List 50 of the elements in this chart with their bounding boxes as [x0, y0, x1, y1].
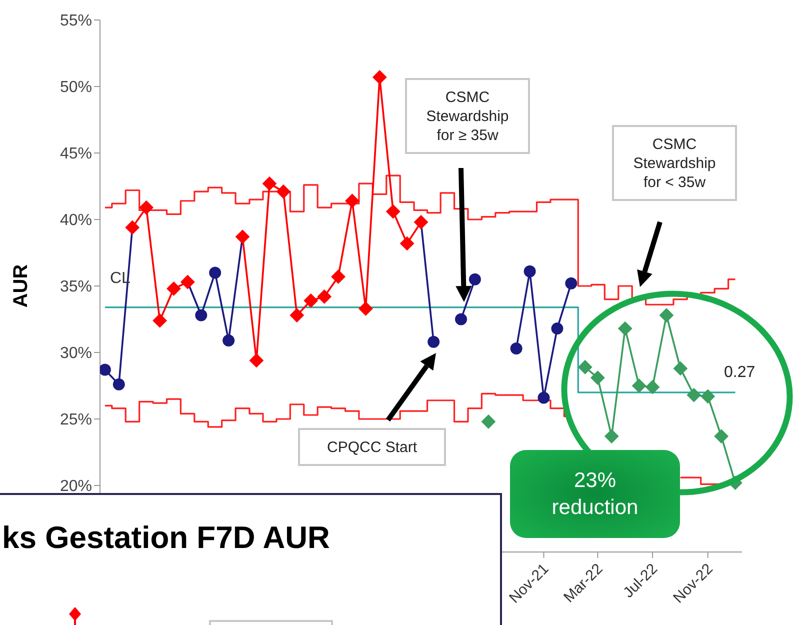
annotation: CPQCC Start	[326, 438, 417, 456]
point	[673, 361, 688, 376]
text-box: CSMC Stewardship for ≥ 35w	[405, 78, 530, 154]
point	[700, 389, 715, 404]
point	[400, 236, 414, 250]
point	[152, 314, 167, 328]
point	[578, 360, 592, 374]
annotation: 23% reduction	[550, 468, 640, 521]
point	[659, 308, 674, 322]
point	[632, 378, 646, 393]
point	[166, 282, 181, 296]
point	[604, 429, 619, 444]
point	[372, 70, 387, 84]
y-tick-label: 45%	[60, 146, 92, 163]
text-box: CPQCC Start	[298, 428, 446, 466]
y-tick-label: 40%	[60, 212, 92, 230]
y-tick-label: 35%	[60, 278, 92, 296]
y-tick-label: 25%	[60, 412, 92, 429]
point	[358, 302, 373, 316]
point	[686, 388, 701, 402]
annotation: ks Gestation F7D AUR	[2, 520, 330, 555]
point	[331, 270, 346, 284]
point	[386, 204, 400, 219]
annotation: 0.27	[724, 364, 756, 381]
point	[290, 308, 304, 322]
point	[618, 322, 632, 336]
text-box: 23% reduction	[510, 450, 680, 538]
y-tick-label: 50%	[60, 79, 92, 96]
point	[236, 230, 250, 244]
point	[276, 184, 290, 199]
point	[304, 294, 318, 308]
point	[262, 176, 276, 191]
point	[345, 194, 360, 208]
point	[139, 200, 154, 215]
point	[481, 414, 496, 429]
y-tick-label: 20%	[60, 478, 92, 496]
point	[180, 275, 195, 290]
point	[590, 370, 605, 385]
y-tick-label: 30%	[60, 345, 92, 362]
point	[414, 215, 428, 230]
point	[125, 220, 140, 234]
annotation: CSMC Stewardship for < 35w	[632, 134, 717, 192]
y-axis-title: AUR	[10, 264, 32, 308]
point	[249, 353, 264, 368]
text-box: CSMC Stewardship for < 35w	[612, 125, 737, 201]
point	[317, 290, 332, 304]
y-tick-label: 55%	[60, 12, 92, 30]
point	[714, 429, 728, 444]
point	[646, 380, 660, 394]
annotation: CSMC Stewardship for ≥ 35w	[425, 88, 510, 144]
